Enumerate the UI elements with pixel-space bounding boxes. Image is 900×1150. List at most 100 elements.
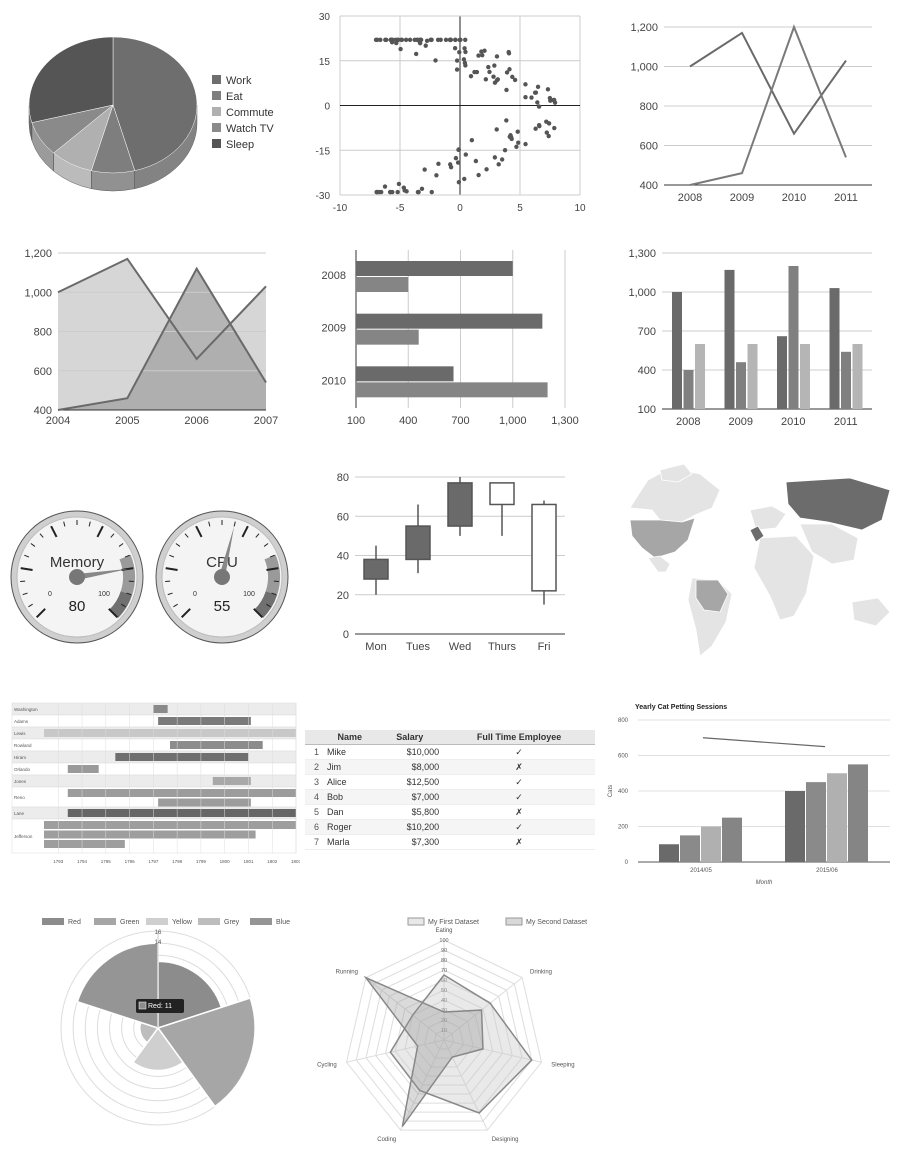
x-tick-label: Fri — [538, 641, 551, 653]
scatter-point — [504, 118, 509, 123]
gauge-zone — [254, 591, 278, 619]
y-tick-label: 30 — [319, 12, 331, 23]
y-tick-label: 0 — [324, 102, 330, 113]
scatter-point — [483, 77, 489, 82]
scatter-point — [390, 37, 395, 43]
timeline-bar — [212, 777, 251, 785]
row-number: 7 — [305, 834, 323, 850]
scatter-point — [480, 53, 485, 58]
polar-segment — [156, 997, 256, 1108]
gauge-label: CPU — [206, 554, 238, 571]
pie-slice — [28, 36, 114, 123]
timeline-row-label: Washington — [14, 707, 38, 712]
table-row[interactable]: 4 Bob $7,000 ✓ — [305, 789, 595, 805]
scatter-point — [479, 49, 484, 54]
bar — [356, 277, 409, 292]
table-row[interactable]: 3 Alice $12,500 ✓ — [305, 774, 595, 790]
timeline-bar — [67, 765, 99, 773]
scatter-point — [457, 50, 462, 55]
scatter-point — [424, 38, 430, 43]
radar-tick-label: 70 — [441, 968, 447, 974]
radar-tick-label: 50 — [441, 988, 447, 994]
row-number: 2 — [305, 759, 323, 775]
y-tick-label: 2008 — [322, 270, 346, 282]
scatter-point — [515, 129, 520, 134]
cell-salary: $12,500 — [376, 774, 444, 790]
table-row[interactable]: 7 Marla $7,300 ✗ — [305, 834, 595, 850]
bar — [788, 266, 799, 409]
x-tick-label: 1,300 — [551, 415, 579, 427]
x-tick-label: 1801 — [243, 859, 254, 864]
x-tick-label: 1803 — [291, 859, 300, 864]
polar-tick-label: 16 — [155, 930, 162, 936]
radar-axis-label: Cycling — [317, 1062, 337, 1068]
radar-tick-label: 30 — [441, 1008, 447, 1014]
scatter-point — [415, 189, 421, 195]
legend-swatch — [212, 75, 221, 84]
y-tick-label: 400 — [34, 405, 52, 417]
y-tick-label: 600 — [34, 366, 52, 378]
radar-axis-label: Coding — [377, 1137, 396, 1143]
timeline-row-label: Adams — [14, 719, 29, 724]
scatter-point — [414, 37, 420, 43]
bar — [852, 344, 863, 409]
scatter-point — [413, 51, 419, 57]
x-tick-label: Thurs — [488, 641, 517, 653]
scatter-point — [552, 125, 557, 131]
table-row[interactable]: 2 Jim $8,000 ✗ — [305, 759, 595, 775]
col-name[interactable]: Name — [323, 730, 377, 745]
gauge-min-label: 0 — [48, 591, 52, 598]
cell-name: Mike — [323, 744, 377, 760]
col-salary[interactable]: Salary — [376, 730, 444, 745]
table-row[interactable]: 6 Roger $10,200 ✓ — [305, 819, 595, 835]
timeline-bar — [170, 741, 263, 749]
x-tick-label: -5 — [396, 203, 405, 214]
radar-tick-label: 90 — [441, 948, 447, 954]
bar — [356, 261, 513, 276]
radar-ring — [414, 1009, 474, 1068]
gauge-max-label: 100 — [98, 591, 110, 598]
radar-axis-label: Designing — [492, 1137, 519, 1143]
scatter-point — [436, 161, 441, 167]
bar — [659, 844, 679, 862]
scatter-point — [417, 41, 423, 46]
gauge-max-label: 100 — [243, 591, 255, 598]
timeline-row — [11, 774, 297, 788]
scatter-point — [463, 152, 468, 157]
x-tick-label: 2008 — [678, 192, 702, 204]
continent-asia — [799, 523, 859, 565]
col-fulltime[interactable]: Full Time Employee — [443, 730, 595, 745]
cell-fulltime: ✓ — [443, 774, 595, 790]
continent-australia — [851, 597, 891, 627]
timeline-chart: Washington Adams Lewis Rowland Hiram Orlando J… — [11, 702, 300, 864]
legend-swatch — [146, 918, 168, 925]
scatter-point — [536, 104, 542, 109]
scatter-point — [456, 179, 462, 185]
gauge-tick — [96, 525, 104, 538]
bar — [827, 773, 847, 862]
y-tick-label: 400 — [638, 365, 656, 377]
radar-tick-label: 40 — [441, 998, 447, 1004]
y-tick-label: 2009 — [322, 323, 346, 335]
cell-name: Jim — [323, 759, 377, 775]
y-tick-label: 0 — [625, 860, 629, 866]
radar-spoke — [400, 1039, 445, 1131]
row-number: 1 — [305, 744, 323, 760]
table-row[interactable]: 1 Mike $10,000 ✓ — [305, 744, 595, 760]
x-tick-label: 1795 — [101, 859, 112, 864]
scatter-point — [455, 160, 461, 165]
scatter-point — [533, 90, 539, 95]
scatter-point — [516, 140, 521, 145]
gauge-tick — [266, 603, 271, 608]
x-axis-label: Month — [756, 880, 773, 886]
table-row[interactable]: 5 Dan $5,800 ✗ — [305, 804, 595, 820]
gauge-tick — [233, 521, 236, 527]
legend-label: My First Dataset — [428, 919, 479, 926]
radar-ring — [404, 999, 484, 1077]
scatter-point — [509, 136, 514, 142]
cell-name: Marla — [323, 834, 377, 850]
cell-fulltime: ✓ — [443, 744, 595, 760]
scatter-point — [399, 37, 405, 43]
y-tick-label: -15 — [316, 146, 331, 157]
